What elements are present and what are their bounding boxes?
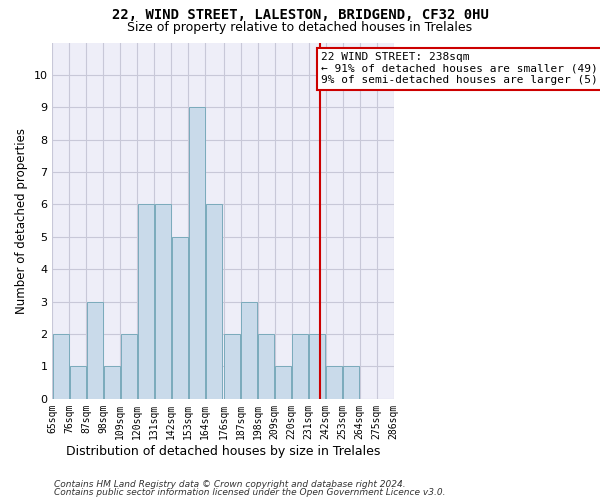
Bar [121, 334, 137, 399]
Bar [241, 302, 257, 399]
Bar [206, 204, 222, 399]
Y-axis label: Number of detached properties: Number of detached properties [15, 128, 28, 314]
Bar [172, 237, 188, 399]
Bar [258, 334, 274, 399]
Bar [155, 204, 171, 399]
X-axis label: Distribution of detached houses by size in Trelales: Distribution of detached houses by size … [66, 444, 380, 458]
Bar [104, 366, 120, 399]
Bar [343, 366, 359, 399]
Bar [188, 108, 205, 399]
Bar [309, 334, 325, 399]
Text: 22 WIND STREET: 238sqm
← 91% of detached houses are smaller (49)
9% of semi-deta: 22 WIND STREET: 238sqm ← 91% of detached… [321, 52, 600, 86]
Text: Contains public sector information licensed under the Open Government Licence v3: Contains public sector information licen… [54, 488, 445, 497]
Bar [87, 302, 103, 399]
Text: Size of property relative to detached houses in Trelales: Size of property relative to detached ho… [127, 21, 473, 34]
Bar [53, 334, 69, 399]
Bar [292, 334, 308, 399]
Bar [138, 204, 154, 399]
Text: 22, WIND STREET, LALESTON, BRIDGEND, CF32 0HU: 22, WIND STREET, LALESTON, BRIDGEND, CF3… [112, 8, 488, 22]
Bar [70, 366, 86, 399]
Bar [224, 334, 241, 399]
Text: Contains HM Land Registry data © Crown copyright and database right 2024.: Contains HM Land Registry data © Crown c… [54, 480, 406, 489]
Bar [326, 366, 343, 399]
Bar [275, 366, 292, 399]
